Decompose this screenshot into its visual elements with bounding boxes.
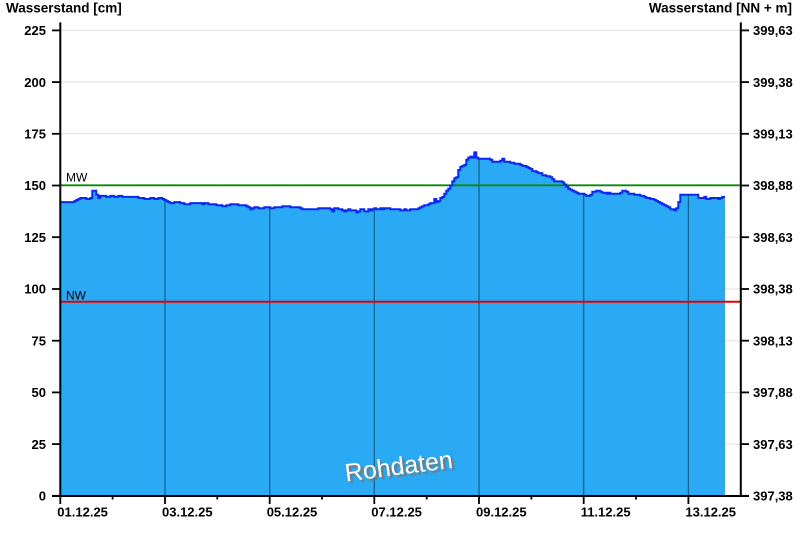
svg-text:398,88: 398,88 <box>753 178 793 193</box>
svg-text:07.12.25: 07.12.25 <box>371 505 422 520</box>
svg-text:399,38: 399,38 <box>753 75 793 90</box>
svg-text:11.12.25: 11.12.25 <box>581 505 631 520</box>
svg-text:25: 25 <box>32 437 46 452</box>
svg-text:Wasserstand [NN + m]: Wasserstand [NN + m] <box>649 1 792 16</box>
svg-text:NW: NW <box>66 289 87 303</box>
svg-text:200: 200 <box>24 75 46 90</box>
svg-text:Wasserstand [cm]: Wasserstand [cm] <box>6 1 122 16</box>
svg-text:175: 175 <box>24 127 46 142</box>
svg-text:05.12.25: 05.12.25 <box>267 505 318 520</box>
svg-text:13.12.25: 13.12.25 <box>685 505 736 520</box>
svg-text:150: 150 <box>24 178 46 193</box>
svg-text:50: 50 <box>32 385 46 400</box>
svg-text:03.12.25: 03.12.25 <box>162 505 213 520</box>
svg-text:MW: MW <box>66 171 88 185</box>
svg-text:75: 75 <box>32 333 46 348</box>
svg-text:398,13: 398,13 <box>753 333 793 348</box>
svg-text:397,63: 397,63 <box>753 437 793 452</box>
svg-text:399,13: 399,13 <box>753 127 793 142</box>
svg-text:0: 0 <box>39 489 46 504</box>
svg-text:09.12.25: 09.12.25 <box>476 505 527 520</box>
svg-text:399,63: 399,63 <box>753 23 793 38</box>
svg-text:397,38: 397,38 <box>753 489 793 504</box>
svg-text:225: 225 <box>24 23 46 38</box>
svg-text:100: 100 <box>24 282 46 297</box>
svg-text:398,63: 398,63 <box>753 230 793 245</box>
svg-text:01.12.25: 01.12.25 <box>57 505 108 520</box>
svg-text:398,38: 398,38 <box>753 282 793 297</box>
svg-text:397,88: 397,88 <box>753 385 793 400</box>
svg-text:125: 125 <box>24 230 46 245</box>
